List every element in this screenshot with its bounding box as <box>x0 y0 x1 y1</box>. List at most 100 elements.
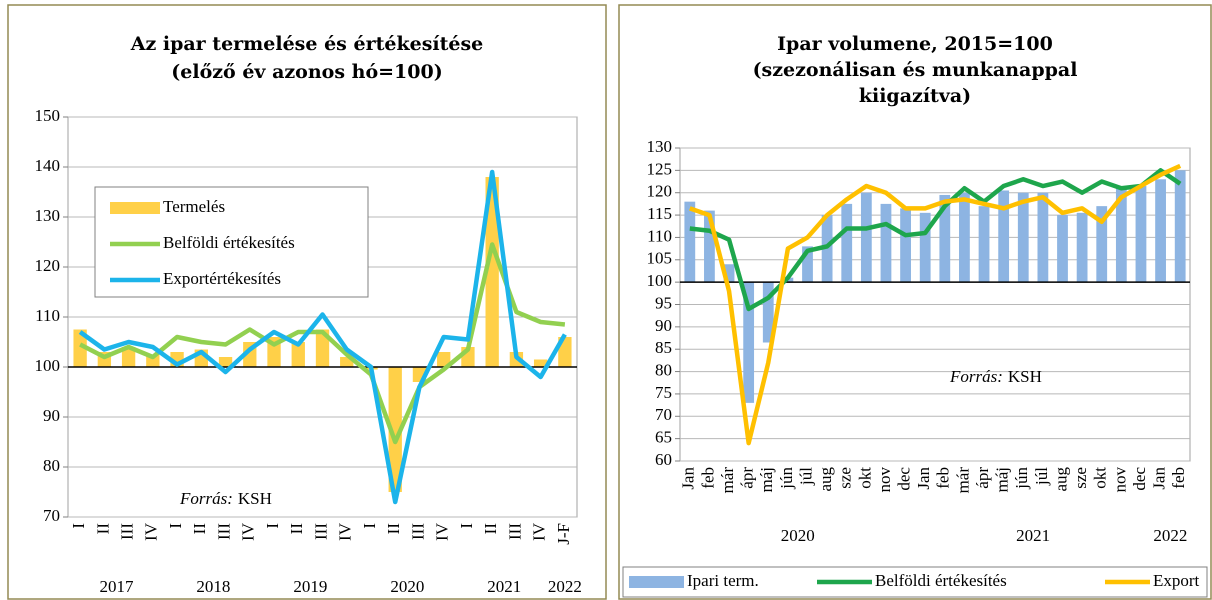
y-tick-label: 115 <box>647 204 672 223</box>
bar <box>437 352 451 367</box>
x-tick-label: sze <box>1071 467 1090 489</box>
bar <box>998 190 1010 283</box>
x-tick-label: máj <box>993 467 1012 493</box>
bar <box>340 357 354 367</box>
x-group-label: 2022 <box>548 577 582 596</box>
source: Forrás: KSH <box>179 489 272 508</box>
bar <box>533 359 548 367</box>
x-tick-label: júl <box>1032 467 1051 486</box>
bar <box>860 192 872 283</box>
x-tick-label: II <box>481 523 500 535</box>
x-group-label: 2019 <box>293 577 327 596</box>
x-tick-label: J-F <box>554 523 573 545</box>
x-tick-label: Jan <box>679 467 698 490</box>
x-tick-label: sze <box>836 467 855 489</box>
chart-title: (előző év azonos hó=100) <box>171 61 442 83</box>
y-tick-label: 90 <box>655 316 672 335</box>
x-tick-label: dec <box>1130 467 1149 491</box>
x-group-label: 2020 <box>781 526 815 545</box>
y-tick-label: 70 <box>43 506 60 525</box>
y-tick-label: 100 <box>35 356 61 375</box>
bar <box>743 282 755 403</box>
legend-label: Export <box>1153 571 1200 590</box>
y-tick-label: 120 <box>647 182 673 201</box>
y-tick-label: 105 <box>647 249 673 268</box>
x-tick-label: feb <box>1169 467 1188 489</box>
x-group-label: 2022 <box>1153 526 1187 545</box>
line-series <box>78 169 567 505</box>
chart-title: kiigazítva) <box>859 85 971 107</box>
x-group-label: 2021 <box>1016 526 1050 545</box>
bar <box>121 347 136 367</box>
bar <box>315 329 330 367</box>
legend-swatch <box>110 202 160 214</box>
x-tick-label: Jan <box>1149 467 1168 490</box>
x-tick-label: III <box>311 523 330 540</box>
y-tick-label: 110 <box>647 226 672 245</box>
bar <box>218 357 233 367</box>
bar <box>485 177 499 367</box>
x-tick-label: III <box>214 523 233 540</box>
bar <box>841 203 853 283</box>
y-tick-label: 100 <box>647 271 673 290</box>
bar <box>959 192 970 283</box>
x-tick-label: I <box>69 523 88 529</box>
x-tick-label: III <box>408 523 427 540</box>
x-tick-label: okt <box>855 467 874 489</box>
y-tick-label: 130 <box>647 137 673 156</box>
bar <box>939 194 951 283</box>
x-tick-label: aug <box>816 467 835 492</box>
x-tick-label: II <box>287 523 306 535</box>
legend-label: Belföldi értékesítés <box>875 571 1007 590</box>
x-tick-label: III <box>118 523 137 540</box>
x-tick-label: IV <box>530 522 549 541</box>
bar <box>1037 192 1049 283</box>
x-tick-label: nov <box>875 467 894 493</box>
y-tick-label: 130 <box>35 206 61 225</box>
bar <box>880 203 892 283</box>
y-tick-label: 150 <box>35 106 61 125</box>
x-tick-label: II <box>384 523 403 535</box>
x-group-label: 2017 <box>99 577 134 596</box>
bar <box>1057 215 1068 283</box>
x-tick-label: máj <box>757 467 776 493</box>
x-tick-label: I <box>360 523 379 529</box>
bar <box>723 264 735 283</box>
x-tick-label: II <box>190 523 209 535</box>
bar <box>802 246 813 283</box>
legend-label: Ipari term. <box>687 571 759 590</box>
y-tick-label: 95 <box>655 293 672 312</box>
bar <box>1076 212 1088 283</box>
y-tick-label: 70 <box>655 405 672 424</box>
x-tick-label: feb <box>698 467 717 489</box>
legend-label: Exportértékesítés <box>163 269 281 288</box>
bar <box>762 282 774 343</box>
chart-title: (szezonálisan és munkanappal <box>753 59 1078 81</box>
y-tick-label: 125 <box>647 159 673 178</box>
x-tick-label: I <box>263 523 282 529</box>
x-tick-label: már <box>718 467 737 494</box>
y-tick-label: 60 <box>655 450 672 469</box>
x-tick-label: jún <box>777 467 796 490</box>
legend-label: Termelés <box>163 197 225 216</box>
x-tick-label: aug <box>1051 467 1070 492</box>
x-tick-label: feb <box>934 467 953 489</box>
bar <box>900 208 911 283</box>
y-tick-label: 110 <box>35 306 60 325</box>
bar <box>388 367 402 492</box>
line-series <box>689 163 1182 446</box>
legend-swatch <box>629 576 684 588</box>
x-tick-label: I <box>166 523 185 529</box>
x-tick-label: III <box>505 523 524 540</box>
source-name: KSH <box>1008 367 1042 386</box>
x-tick-label: nov <box>1110 467 1129 493</box>
bar <box>978 206 990 283</box>
y-tick-label: 85 <box>655 338 672 357</box>
y-tick-label: 120 <box>35 256 61 275</box>
x-group-label: 2020 <box>390 577 424 596</box>
source: Forrás: KSH <box>949 367 1042 386</box>
bar <box>1155 179 1166 283</box>
x-group-label: 2018 <box>196 577 230 596</box>
x-tick-label: IV <box>433 522 452 541</box>
